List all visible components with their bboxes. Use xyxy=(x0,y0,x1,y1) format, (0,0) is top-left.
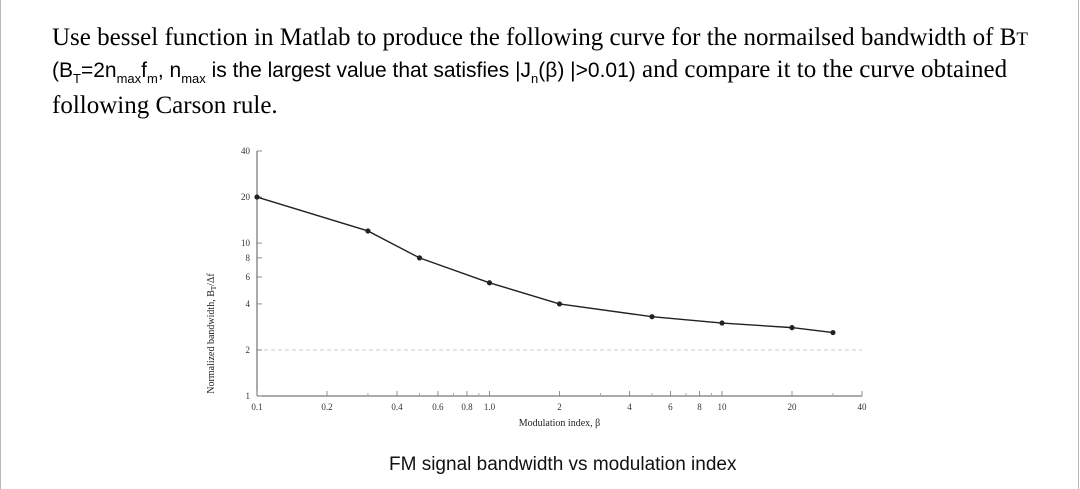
question-line-1: Use bessel function in Matlab to produce… xyxy=(52,24,1028,51)
x-tick-label: 1.0 xyxy=(484,402,496,412)
data-point xyxy=(830,329,836,336)
x-tick-label: 40 xyxy=(858,402,868,412)
x-tick-label: 6 xyxy=(668,402,673,412)
data-point xyxy=(789,325,795,331)
data-point xyxy=(556,301,563,307)
question-line-2: (BT=2nmaxfm, nmax is the largest value t… xyxy=(52,56,1008,86)
data-point xyxy=(254,194,260,200)
chart-ticks: 0.1 0.2 0.4 0.6 0.8 1.0 2 4 6 8 10 20 40 1 2 4 6 8 10 20 40 xyxy=(241,146,867,412)
y-tick-label: 1 xyxy=(246,391,251,401)
question-line-3: following Carson rule. xyxy=(52,92,278,119)
x-tick-label: 2 xyxy=(557,402,562,412)
y-tick-label: 40 xyxy=(241,146,251,156)
x-tick-label: 0.1 xyxy=(251,402,262,412)
y-tick-label: 4 xyxy=(246,299,251,309)
formula-part-1: (B xyxy=(52,59,73,82)
y-tick-label: 6 xyxy=(246,272,251,282)
y-tick-label: 20 xyxy=(241,192,251,202)
series-line xyxy=(256,196,834,334)
y-tick-label: 2 xyxy=(246,345,251,355)
x-tick-label: 0.2 xyxy=(321,402,332,412)
question-line-2-tail: and compare it to the curve obtained xyxy=(635,56,1008,83)
frame-left-border xyxy=(0,0,1,489)
x-tick-label: 8 xyxy=(697,402,702,412)
y-axis-title: Normalized bandwidth, BT/Δf xyxy=(206,273,218,394)
x-tick-label: 10 xyxy=(718,402,728,412)
figure-caption: FM signal bandwidth vs modulation index xyxy=(389,454,737,475)
data-point xyxy=(416,255,423,261)
frame-right-border xyxy=(1078,0,1079,489)
x-axis-title: Modulation index, β xyxy=(519,418,600,429)
bandwidth-chart: 0.1 0.2 0.4 0.6 0.8 1.0 2 4 6 8 10 20 4012468102040 … xyxy=(206,146,867,429)
data-point xyxy=(365,228,371,234)
chart-curve xyxy=(254,194,836,336)
data-point xyxy=(649,314,655,320)
x-tick-label: 0.6 xyxy=(432,402,444,412)
chart-axes xyxy=(256,151,862,397)
x-tick-label: 0.8 xyxy=(461,402,473,412)
data-point xyxy=(719,320,725,326)
chart-titles: Modulation index, β Normalized bandwidth,… xyxy=(206,273,600,429)
x-tick-label: 0.4 xyxy=(391,402,403,412)
y-tick-label: 8 xyxy=(246,253,251,263)
x-tick-label: 4 xyxy=(627,402,632,412)
data-point xyxy=(486,280,493,286)
x-tick-label: 20 xyxy=(788,402,798,412)
y-tick-label: 10 xyxy=(241,238,251,248)
